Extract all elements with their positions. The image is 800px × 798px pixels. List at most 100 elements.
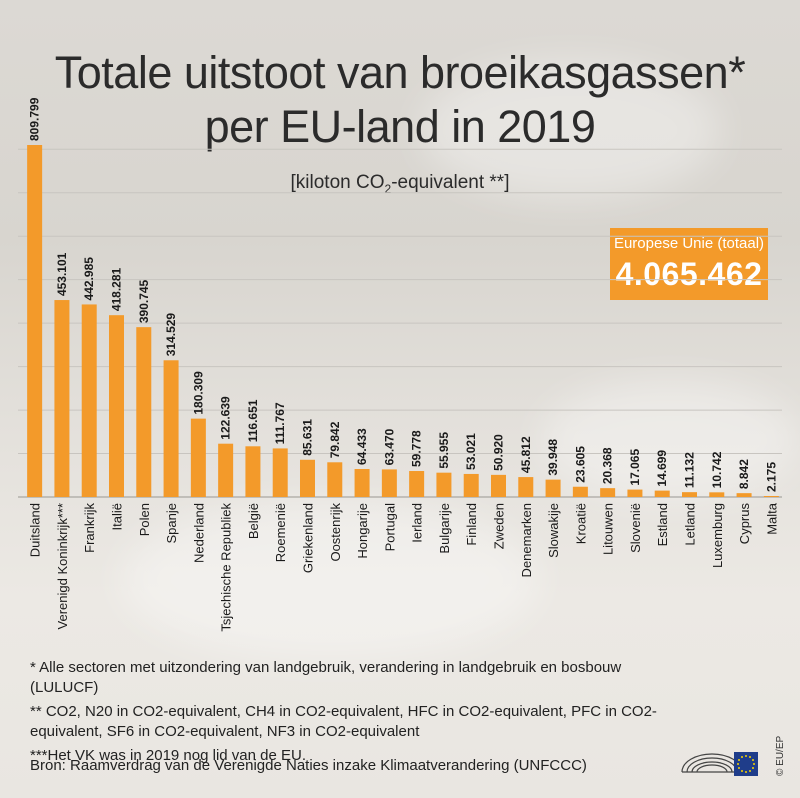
subtitle-unit-suffix: -equivalent **]	[391, 172, 510, 193]
value-label: 20.368	[601, 447, 615, 484]
category-label: Duitsland	[28, 503, 43, 557]
value-label: 14.699	[655, 450, 669, 487]
value-label: 79.842	[328, 421, 342, 458]
background-cloud	[120, 500, 540, 660]
category-label: Verenigd Koninkrijk***	[55, 503, 70, 629]
bar	[736, 493, 752, 497]
category-label: Zweden	[492, 503, 507, 549]
copyright: © EU/EP	[775, 735, 786, 776]
value-label: 39.948	[546, 439, 560, 476]
value-label: 453.101	[55, 252, 69, 296]
bar	[354, 468, 370, 497]
bar-chart: 809.799 Duitsland 453.101 Verenigd Koninkri…	[18, 97, 782, 632]
eu-total-value: 4.065.462	[615, 256, 763, 292]
value-label: 390.745	[137, 279, 151, 323]
category-label: Denemarken	[519, 503, 534, 577]
bar	[327, 462, 343, 497]
category-label: Kroatië	[573, 503, 588, 544]
bar	[709, 492, 725, 497]
category-label: Portugal	[382, 503, 397, 552]
value-label: 53.021	[464, 433, 478, 470]
footnotes: * Alle sectoren met uitzondering van lan…	[30, 658, 690, 770]
eu-total-label: Europese Unie (totaal)	[613, 235, 765, 252]
bar	[600, 488, 616, 497]
bar	[109, 315, 124, 497]
bar	[272, 448, 288, 497]
value-label: 23.605	[573, 446, 587, 483]
value-label: 180.309	[191, 371, 205, 415]
category-label: Tsjechische Republiek	[219, 503, 234, 632]
footnote-1: * Alle sectoren met uitzondering van lan…	[30, 659, 622, 696]
value-label: 111.767	[273, 402, 287, 444]
bar	[572, 486, 588, 497]
footnote-3: ***Het VK was in 2019 nog lid van de EU.	[30, 747, 306, 764]
value-label: 64.433	[355, 428, 369, 465]
subtitle-unit-subscript: 2	[384, 181, 392, 196]
value-label: 63.470	[382, 428, 396, 465]
bar	[163, 360, 179, 497]
bar	[627, 489, 643, 497]
value-label: 809.799	[28, 97, 42, 141]
category-label: Hongarije	[355, 503, 370, 559]
category-label: Litouwen	[601, 503, 616, 555]
category-label: Estland	[655, 503, 670, 546]
category-label: Griekenland	[301, 503, 316, 573]
category-label: Oostenrijk	[328, 503, 343, 562]
bar	[54, 300, 70, 497]
background-cloud	[540, 380, 800, 500]
category-label: Frankrijk	[82, 503, 97, 553]
category-label: Luxemburg	[710, 503, 725, 568]
category-label: Roemenië	[273, 503, 288, 562]
subtitle-unit-prefix: [kiloton CO	[290, 172, 385, 193]
bar	[463, 473, 479, 497]
value-label: 8.842	[737, 459, 751, 489]
bar	[436, 472, 452, 497]
category-label: Italië	[110, 503, 125, 530]
value-label: 442.985	[82, 257, 96, 301]
value-label: 50.920	[492, 434, 506, 471]
bar	[190, 418, 206, 497]
eu-total-box: Europese Unie (totaal) 4.065.462	[610, 228, 768, 300]
value-label: 17.065	[628, 449, 642, 486]
source-note: Bron: Raamverdrag van de Verenigde Natie…	[30, 757, 587, 774]
title-line-2: per EU-land in 2019	[204, 101, 596, 152]
value-label: 45.812	[519, 436, 533, 473]
bar	[682, 492, 697, 497]
bar	[763, 496, 779, 497]
bar	[409, 471, 425, 497]
bar	[518, 477, 534, 497]
value-label: 11.132	[683, 452, 697, 488]
chart-subtitle: [kiloton CO2-equivalent **]	[0, 172, 800, 196]
bar	[491, 474, 506, 497]
category-label: Ierland	[410, 503, 425, 543]
category-label: Cyprus	[737, 503, 752, 545]
bar	[381, 469, 397, 497]
value-label: 55.955	[437, 432, 451, 469]
bar	[81, 304, 97, 497]
bar	[27, 145, 43, 497]
bar	[136, 327, 152, 497]
category-label: Nederland	[191, 503, 206, 563]
category-label: België	[246, 503, 261, 539]
bar	[654, 490, 670, 497]
bar	[218, 443, 234, 497]
value-label: 85.631	[301, 419, 315, 456]
category-label: Finland	[464, 503, 479, 546]
chart-title: Totale uitstoot van broeikasgassen* per …	[0, 46, 800, 154]
footnote-2: ** CO2, N20 in CO2-equivalent, CH4 in CO…	[30, 703, 657, 740]
value-label: 314.529	[164, 313, 178, 357]
value-label: 116.651	[246, 399, 260, 442]
category-label: Slowakije	[546, 503, 561, 558]
value-label: 2.175	[764, 462, 778, 492]
value-label: 59.778	[410, 430, 424, 467]
bar	[545, 479, 561, 497]
european-parliament-logo-icon	[681, 752, 758, 776]
category-label: Letland	[683, 503, 698, 546]
background-cloud	[420, 60, 720, 200]
category-label: Slovenië	[628, 503, 643, 553]
category-label: Polen	[137, 503, 152, 536]
title-line-1: Totale uitstoot van broeikasgassen*	[54, 47, 746, 98]
value-label: 418.281	[110, 267, 124, 311]
value-label: 10.742	[710, 451, 724, 488]
category-label: Malta	[764, 502, 779, 535]
